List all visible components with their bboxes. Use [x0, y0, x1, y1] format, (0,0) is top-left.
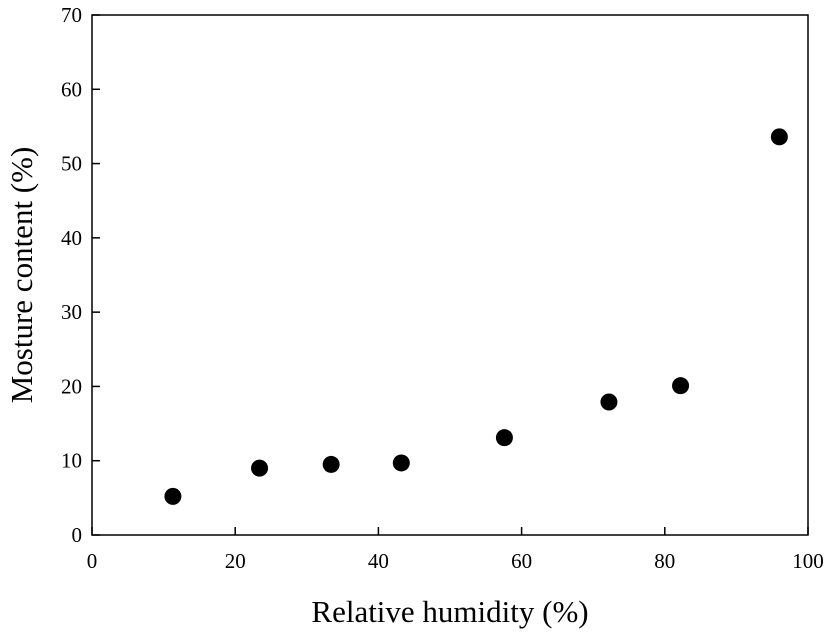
data-point — [600, 393, 618, 411]
x-tick-label: 100 — [792, 549, 824, 573]
x-tick-label: 20 — [225, 549, 246, 573]
y-axis-title: Mosture content (%) — [4, 147, 39, 404]
y-tick-label: 60 — [61, 77, 82, 101]
y-tick-label: 40 — [61, 226, 82, 250]
x-tick-label: 40 — [368, 549, 389, 573]
x-tick-label: 0 — [87, 549, 98, 573]
y-axis-ticks: 0 10 20 30 40 50 60 70 — [61, 3, 100, 547]
y-tick-label: 0 — [72, 523, 83, 547]
y-tick-label: 50 — [61, 152, 82, 176]
y-tick-label: 70 — [61, 3, 82, 27]
y-tick-label: 10 — [61, 449, 82, 473]
data-point — [392, 454, 410, 472]
data-point — [495, 429, 513, 447]
plot-area — [91, 14, 809, 536]
y-tick-label: 30 — [61, 300, 82, 324]
data-point — [672, 377, 690, 395]
data-point — [251, 459, 269, 477]
x-axis-title: Relative humidity (%) — [311, 594, 588, 629]
data-point — [322, 455, 340, 473]
data-point — [770, 128, 788, 146]
x-axis-ticks: 0 20 40 60 80 100 — [87, 527, 824, 573]
data-point — [164, 487, 182, 505]
x-tick-label: 80 — [654, 549, 675, 573]
data-points — [164, 128, 788, 505]
y-tick-label: 20 — [61, 374, 82, 398]
x-tick-label: 60 — [511, 549, 532, 573]
